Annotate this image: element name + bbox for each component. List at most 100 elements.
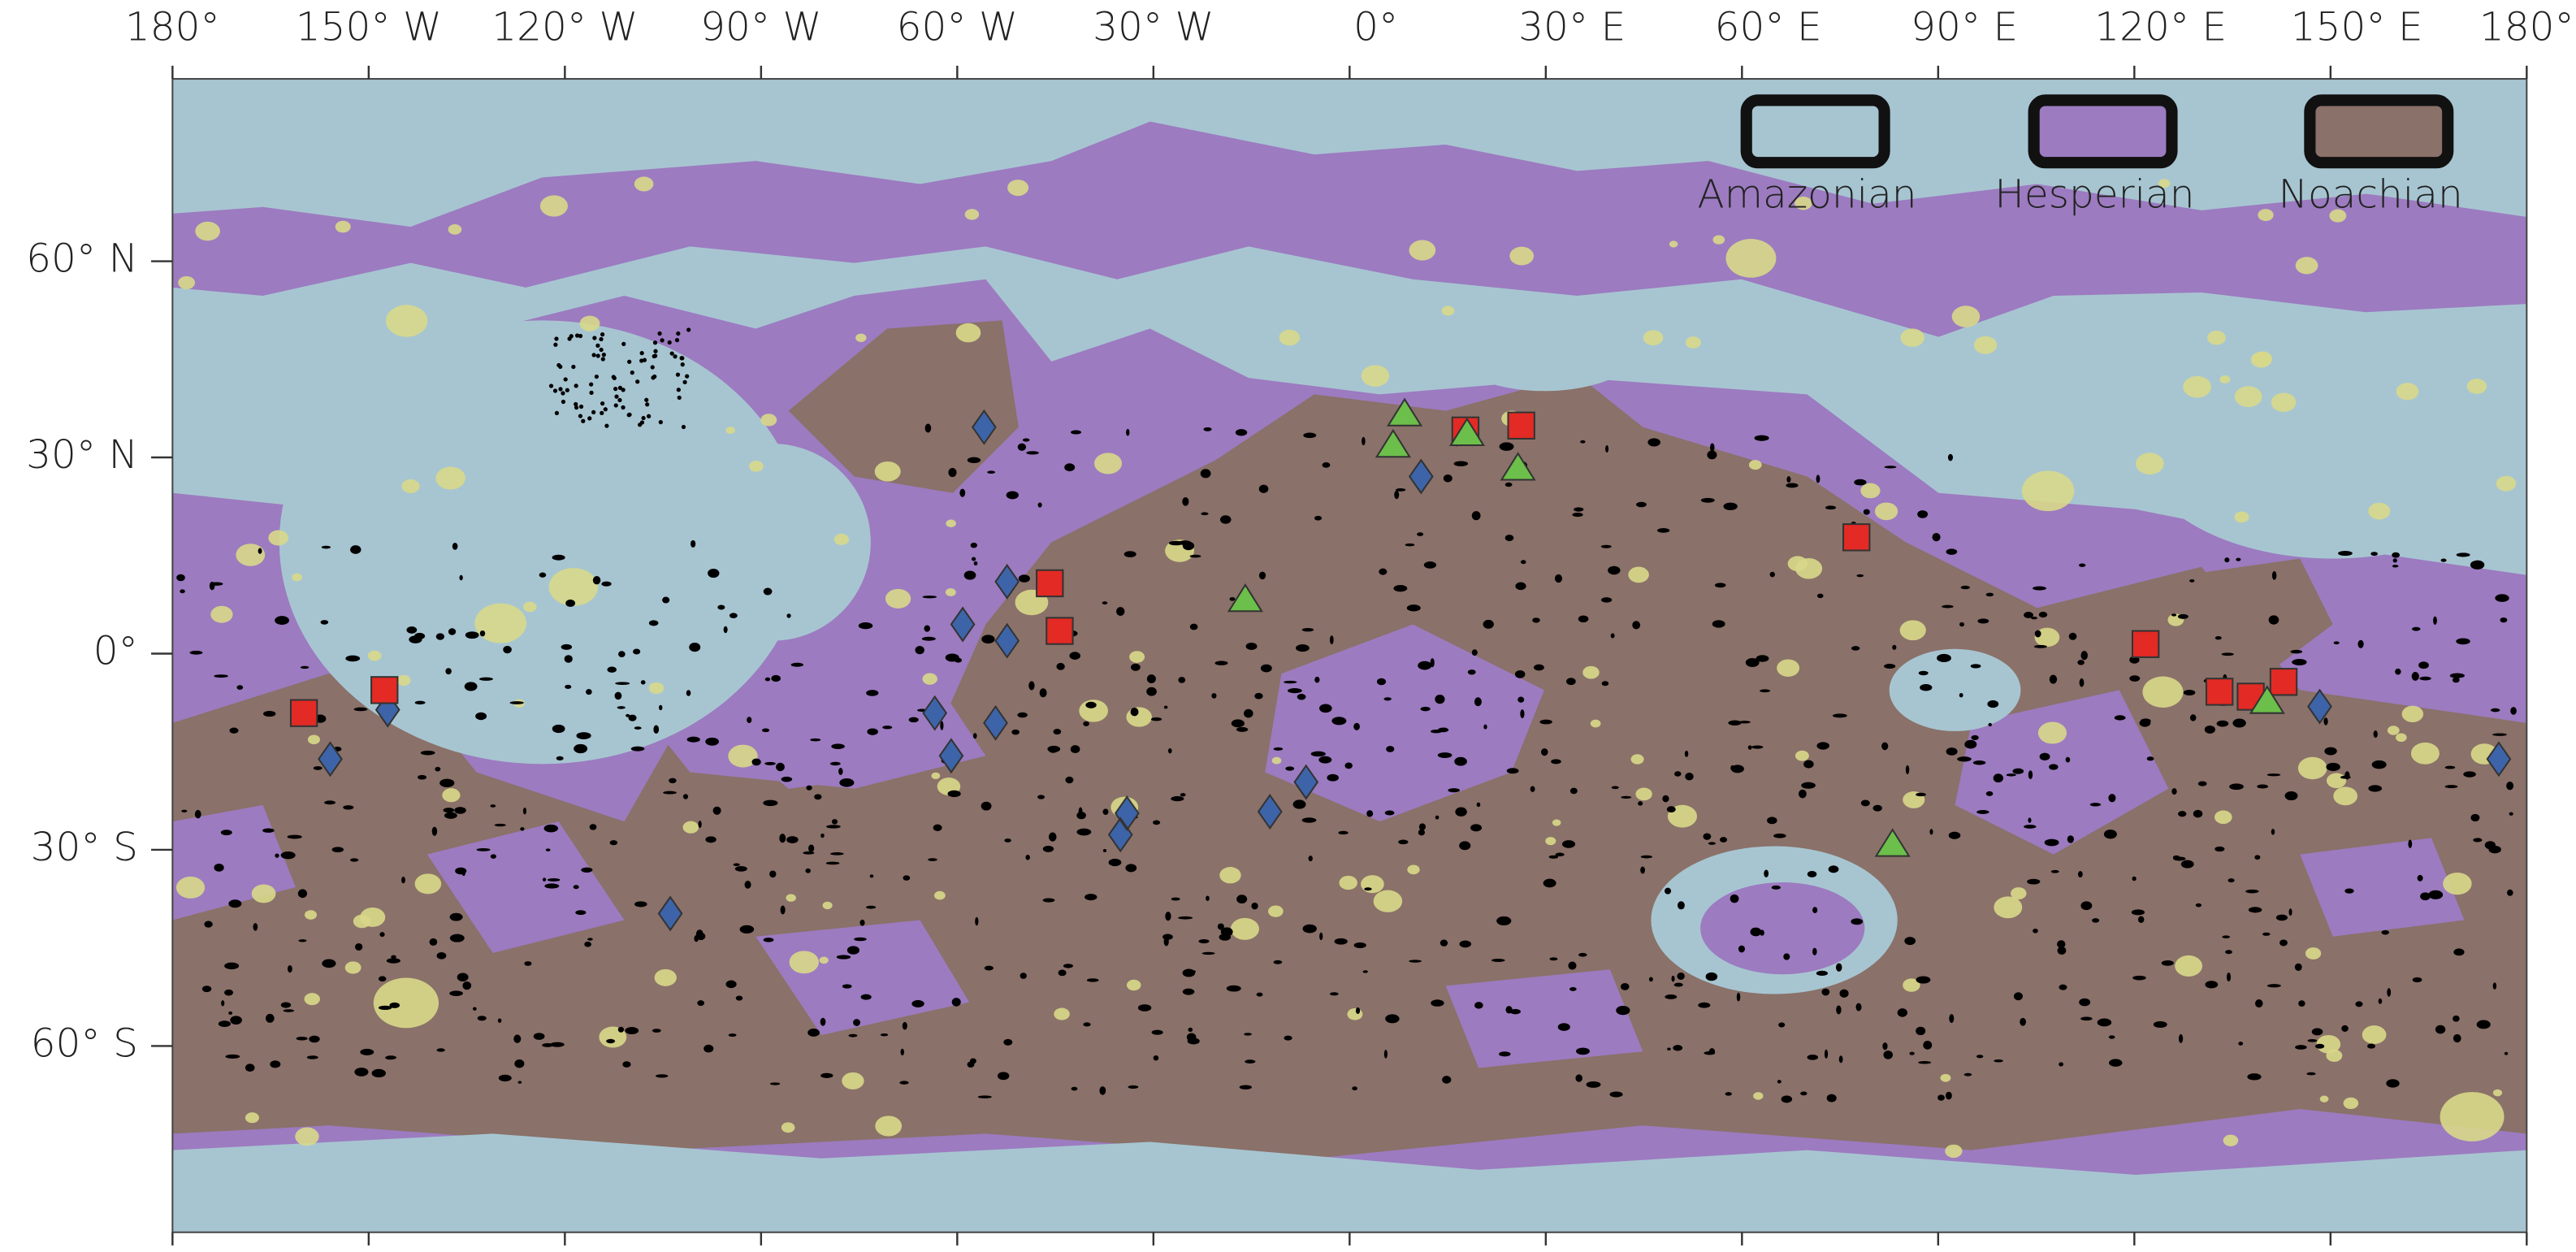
outcrop — [1799, 790, 1807, 799]
outcrop — [2051, 870, 2059, 873]
crater — [2011, 887, 2027, 899]
outcrop — [459, 575, 462, 581]
outcrop — [1515, 583, 1526, 591]
outcrop — [1085, 702, 1096, 708]
crater — [1875, 502, 1898, 520]
outcrop — [694, 935, 699, 942]
outcrop — [1302, 817, 1317, 822]
outcrop — [2291, 650, 2303, 654]
outcrop — [1246, 643, 1258, 650]
outcrop — [2014, 992, 2023, 1000]
outcrop — [1786, 483, 1798, 488]
crater — [2327, 773, 2346, 789]
outcrop — [691, 540, 695, 548]
outcrop — [1971, 735, 1978, 740]
outcrop — [2477, 1020, 2491, 1029]
legend-label: Noachian — [2279, 172, 2463, 218]
outcrop — [1782, 1095, 1792, 1103]
outcrop — [903, 1022, 907, 1030]
outcrop — [1438, 727, 1448, 732]
outcrop — [592, 336, 596, 340]
outcrop — [343, 805, 353, 809]
outcrop — [444, 812, 457, 819]
outcrop — [1977, 618, 1989, 623]
outcrop — [653, 349, 657, 353]
outcrop — [837, 955, 851, 959]
outcrop — [1917, 510, 1928, 518]
outcrop — [848, 1034, 857, 1038]
outcrop — [510, 701, 524, 704]
outcrop — [1356, 1007, 1360, 1014]
outcrop — [1131, 708, 1139, 716]
outcrop — [2147, 756, 2154, 760]
outcrop — [670, 351, 674, 355]
outcrop — [350, 545, 361, 554]
crater — [308, 734, 320, 744]
outcrop — [520, 827, 524, 830]
outcrop — [1190, 624, 1198, 630]
longitude-label: 180° — [2479, 4, 2574, 50]
outcrop — [1946, 1092, 1952, 1100]
outcrop — [1649, 977, 1653, 982]
outcrop — [1221, 927, 1233, 936]
outcrop — [301, 666, 309, 669]
legend: AmazonianHesperianNoachian — [1698, 100, 2463, 217]
outcrop — [2420, 892, 2431, 900]
outcrop — [1558, 1023, 1570, 1031]
outcrop — [705, 738, 719, 746]
outcrop — [1738, 721, 1751, 723]
outcrop — [575, 910, 586, 915]
crater — [2402, 706, 2424, 722]
outcrop — [2495, 594, 2509, 602]
outcrop — [600, 332, 604, 336]
outcrop — [806, 786, 812, 791]
crater — [2271, 392, 2297, 412]
outcrop — [621, 405, 625, 409]
outcrop — [1202, 952, 1215, 955]
outcrop — [1549, 957, 1557, 960]
outcrop — [1165, 912, 1171, 921]
outcrop — [591, 353, 595, 357]
outcrop — [245, 1064, 255, 1072]
crater — [934, 891, 946, 900]
outcrop — [747, 717, 751, 723]
outcrop — [2456, 638, 2470, 644]
outcrop — [1125, 864, 1136, 872]
outcrop — [534, 1033, 545, 1040]
outcrop — [437, 952, 447, 960]
outcrop — [968, 457, 981, 463]
outcrop — [581, 868, 592, 873]
crater — [965, 209, 980, 219]
outcrop — [495, 824, 506, 826]
outcrop — [473, 1007, 477, 1010]
outcrop — [556, 363, 561, 367]
outcrop — [2035, 630, 2041, 638]
outcrop — [1801, 782, 1816, 789]
outcrop — [2445, 785, 2458, 788]
outcrop — [548, 878, 561, 882]
outcrop — [1405, 544, 1415, 547]
outcrop — [630, 370, 634, 375]
outcrop — [685, 375, 689, 379]
outcrop — [975, 917, 978, 926]
outcrop — [553, 388, 557, 392]
outcrop — [668, 340, 672, 344]
outcrop — [915, 646, 924, 654]
outcrop — [1128, 1085, 1139, 1089]
outcrop — [1454, 757, 1467, 766]
outcrop — [1916, 793, 1926, 796]
outcrop — [558, 387, 562, 391]
outcrop — [1240, 1085, 1252, 1090]
crater — [305, 910, 317, 920]
outcrop — [2007, 773, 2016, 777]
outcrop — [600, 401, 604, 405]
crater — [1591, 720, 1601, 728]
legend-label: Amazonian — [1698, 172, 1917, 218]
outcrop — [281, 1002, 291, 1007]
outcrop — [1353, 723, 1360, 730]
crater — [1054, 1008, 1070, 1020]
outcrop — [513, 1034, 521, 1042]
outcrop — [1942, 605, 1954, 609]
outcrop — [2441, 558, 2447, 561]
outcrop — [2306, 1072, 2315, 1076]
